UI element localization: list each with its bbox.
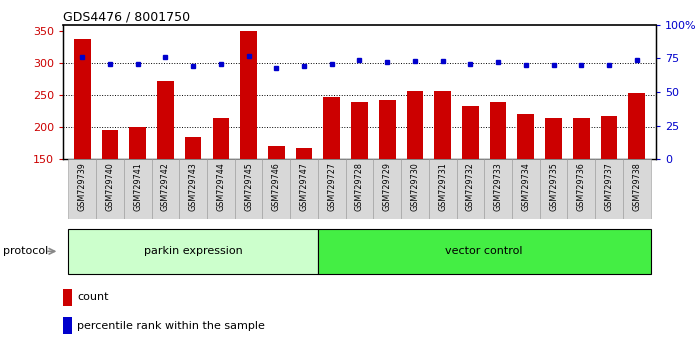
Text: percentile rank within the sample: percentile rank within the sample — [77, 321, 265, 331]
Bar — [462, 106, 479, 255]
Text: GSM729744: GSM729744 — [216, 162, 225, 211]
Bar — [407, 91, 423, 255]
Bar — [124, 159, 151, 219]
Text: GSM729736: GSM729736 — [577, 162, 586, 211]
Bar — [351, 102, 368, 255]
Text: GSM729745: GSM729745 — [244, 162, 253, 211]
Bar — [179, 159, 207, 219]
Bar — [517, 114, 534, 255]
Text: GSM729740: GSM729740 — [105, 162, 114, 211]
Text: GSM729747: GSM729747 — [299, 162, 309, 211]
Bar — [96, 159, 124, 219]
Bar — [207, 159, 235, 219]
Text: GSM729735: GSM729735 — [549, 162, 558, 211]
Bar — [290, 159, 318, 219]
Text: GSM729730: GSM729730 — [410, 162, 419, 211]
Bar — [185, 137, 202, 255]
Bar — [268, 147, 285, 255]
Bar — [567, 159, 595, 219]
Bar — [240, 31, 257, 255]
Bar — [490, 102, 507, 255]
Bar — [379, 101, 396, 255]
Text: GSM729741: GSM729741 — [133, 162, 142, 211]
Bar — [68, 229, 318, 274]
Bar — [623, 159, 651, 219]
Text: GSM729727: GSM729727 — [327, 162, 336, 211]
Bar — [74, 39, 91, 255]
Bar — [102, 130, 118, 255]
Text: GSM729743: GSM729743 — [188, 162, 198, 211]
Text: GSM729731: GSM729731 — [438, 162, 447, 211]
Bar — [429, 159, 456, 219]
Bar — [628, 93, 645, 255]
Bar — [456, 159, 484, 219]
Bar — [296, 148, 312, 255]
Bar — [573, 118, 590, 255]
Bar — [63, 317, 72, 334]
Text: GSM729729: GSM729729 — [383, 162, 392, 211]
Text: GSM729733: GSM729733 — [493, 162, 503, 211]
Bar — [484, 159, 512, 219]
Bar — [68, 159, 96, 219]
Text: GSM729728: GSM729728 — [355, 162, 364, 211]
Bar — [262, 159, 290, 219]
Bar — [545, 118, 562, 255]
Text: GSM729739: GSM729739 — [77, 162, 87, 211]
Bar — [595, 159, 623, 219]
Bar — [512, 159, 540, 219]
Text: GSM729734: GSM729734 — [521, 162, 530, 211]
Text: count: count — [77, 292, 109, 302]
Text: GSM729742: GSM729742 — [161, 162, 170, 211]
Text: GDS4476 / 8001750: GDS4476 / 8001750 — [63, 11, 190, 24]
Text: GSM729737: GSM729737 — [604, 162, 614, 211]
Text: GSM729732: GSM729732 — [466, 162, 475, 211]
Bar — [434, 91, 451, 255]
Bar — [235, 159, 262, 219]
Bar — [151, 159, 179, 219]
Bar — [318, 159, 346, 219]
Bar — [346, 159, 373, 219]
Bar — [212, 118, 229, 255]
Text: GSM729746: GSM729746 — [272, 162, 281, 211]
Bar — [157, 81, 174, 255]
Bar — [323, 97, 340, 255]
Text: GSM729738: GSM729738 — [632, 162, 641, 211]
Bar — [63, 289, 72, 306]
Text: protocol: protocol — [3, 246, 49, 256]
Bar — [373, 159, 401, 219]
Text: vector control: vector control — [445, 246, 523, 256]
Text: parkin expression: parkin expression — [144, 246, 242, 256]
Bar — [401, 159, 429, 219]
Bar — [601, 116, 617, 255]
Bar — [129, 127, 146, 255]
Bar — [540, 159, 567, 219]
Bar — [318, 229, 651, 274]
